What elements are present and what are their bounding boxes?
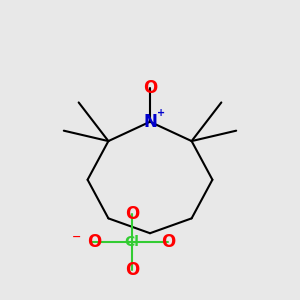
Text: +: + (157, 108, 165, 118)
Text: O: O (125, 205, 139, 223)
Text: N: N (143, 113, 157, 131)
Text: Cl: Cl (125, 235, 140, 249)
Text: O: O (161, 233, 175, 251)
Text: O: O (125, 261, 139, 279)
Text: O: O (87, 233, 101, 251)
Text: O: O (143, 79, 157, 97)
Text: −: − (72, 232, 81, 242)
